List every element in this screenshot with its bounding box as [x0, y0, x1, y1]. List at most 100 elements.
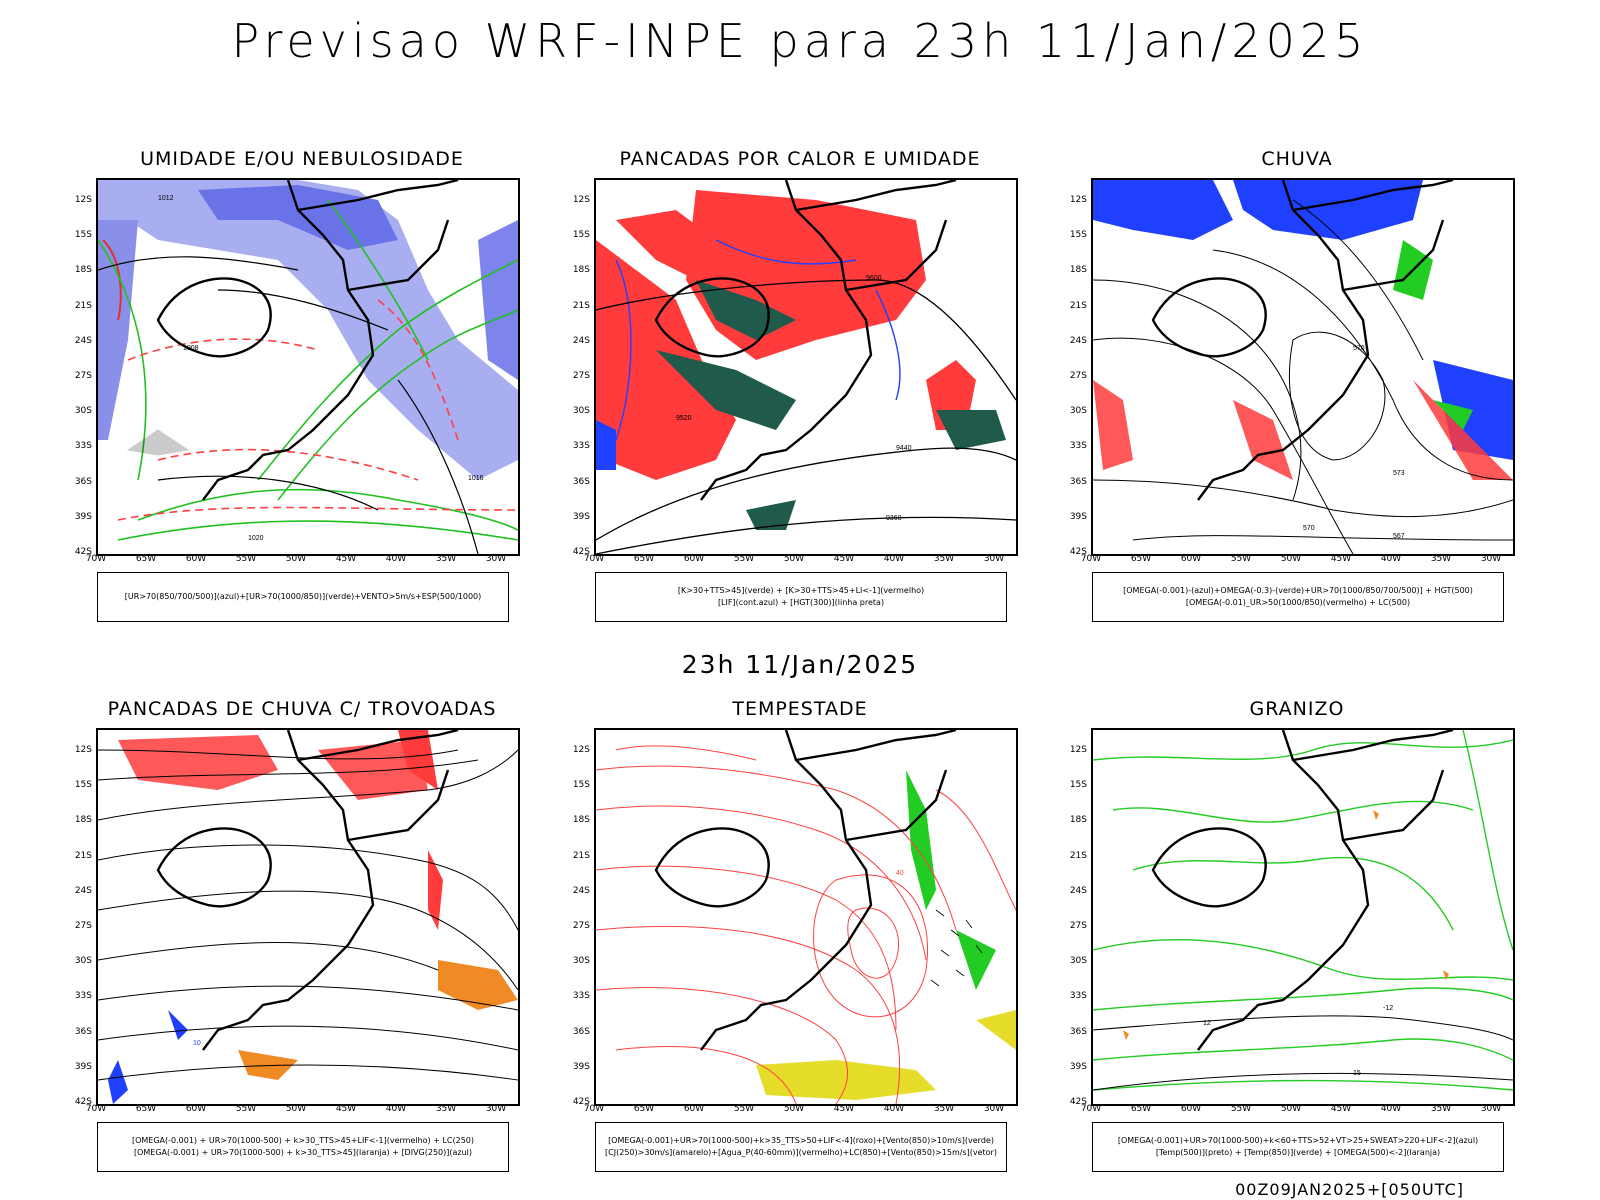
contour-label: 15 — [1353, 1070, 1361, 1077]
lon-tick-label: 55W — [235, 1104, 257, 1114]
lat-tick-label: 42S — [572, 1097, 590, 1107]
lon-tick-label: 70W — [1080, 1104, 1102, 1114]
map-area: 9600 9520 9440 9360 — [594, 178, 1018, 556]
lon-tick-label: 35W — [933, 554, 955, 564]
lon-tick-label: 45W — [1330, 554, 1352, 564]
lat-tick-label: 21S — [74, 850, 92, 861]
legend-line: [OMEGA(-0.001)+UR>70(1000-500)+k<60+TTS>… — [1117, 1136, 1479, 1145]
lat-tick-label: 36S — [572, 1026, 590, 1037]
panel-tempestade: TEMPESTADE 12S 15S 18S 21S 24S 27S 30S 33S 36S 39… — [560, 698, 1040, 1198]
contour-label: 576 — [1353, 345, 1365, 352]
lat-tick-label: 42S — [572, 547, 590, 557]
lat-tick-label: 39S — [572, 511, 590, 522]
lon-tick-label: 60W — [185, 1104, 207, 1114]
contour-label: 567 — [1393, 533, 1405, 540]
lat-axis: 12S 15S 18S 21S 24S 27S 30S 33S 36S 39S 42S — [62, 728, 94, 1107]
lat-tick-label: 24S — [1069, 885, 1087, 896]
lat-tick-label: 27S — [1069, 921, 1087, 931]
lon-tick-label: 50W — [783, 554, 805, 564]
lon-axis: 70W 65W 60W 55W 50W 45W 40W 35W 30W — [86, 1104, 520, 1118]
lat-axis: 12S 15S 18S 21S 24S 27S 30S 33S 36S 39S 42S — [560, 178, 592, 557]
lat-tick-label: 24S — [572, 335, 590, 346]
lon-tick-label: 30W — [1480, 554, 1502, 564]
contour-label: 9600 — [866, 275, 882, 282]
panel-chuva: CHUVA 12S 15S 18S 21S 24S 27S 30S 33S 36S 39S 42S — [1057, 148, 1537, 648]
lat-tick-label: 36S — [74, 1026, 92, 1037]
map-area: 1012 1008 1016 1020 — [96, 178, 520, 556]
lon-tick-label: 50W — [1280, 554, 1302, 564]
lon-tick-label: 40W — [385, 1104, 407, 1114]
lon-tick-label: 45W — [833, 554, 855, 564]
lon-tick-label: 30W — [485, 554, 507, 564]
lon-tick-label: 30W — [485, 1104, 507, 1114]
lat-tick-label: 39S — [1069, 511, 1087, 522]
valid-time-title: 23h 11/Jan/2025 — [681, 650, 919, 679]
lat-tick-label: 12S — [74, 745, 92, 755]
lon-tick-label: 60W — [683, 554, 705, 564]
panel-legend: [K>30+TTS>45](verde) + [K>30+TTS>45+LI<-… — [595, 572, 1007, 622]
lat-tick-label: 15S — [572, 780, 590, 791]
lat-tick-label: 27S — [572, 921, 590, 931]
main-title: Previsao WRF-INPE para 23h 11/Jan/2025 — [231, 14, 1369, 68]
lon-tick-label: 45W — [335, 1104, 357, 1114]
contour-label: -12 — [1383, 1005, 1393, 1012]
lat-tick-label: 18S — [572, 815, 590, 826]
legend-line: [OMEGA(-0.001) + UR>70(1000-500) + k>30_… — [133, 1148, 473, 1157]
lat-tick-label: 42S — [74, 547, 92, 557]
legend-line: [OMEGA(-0.001)+UR>70(1000-500)+k>35_TTS>… — [608, 1136, 994, 1145]
contour-label: 10 — [193, 1040, 201, 1047]
legend-line: [OMEGA(-0.001) + UR>70(1000-500) + k>30_… — [131, 1136, 475, 1145]
lon-tick-label: 40W — [1380, 1104, 1402, 1114]
panel-pancadas-trovoadas: PANCADAS DE CHUVA C/ TROVOADAS 12S 15S 18S… — [62, 698, 542, 1198]
panel-title: CHUVA — [1261, 148, 1333, 170]
lat-tick-label: 42S — [1069, 1097, 1087, 1107]
lat-tick-label: 30S — [1069, 406, 1087, 417]
lat-tick-label: 39S — [74, 1061, 92, 1072]
lon-tick-label: 60W — [1180, 554, 1202, 564]
lat-tick-label: 12S — [572, 195, 590, 205]
legend-line: [UR>70(850/700/500)](azul)+[UR>70(1000/8… — [124, 592, 482, 601]
lon-tick-label: 35W — [435, 1104, 457, 1114]
lat-tick-label: 18S — [1069, 265, 1087, 276]
panel-pancadas-calor: PANCADAS POR CALOR E UMIDADE 12S 15S 18S 21… — [560, 148, 1040, 648]
contour-label: 9520 — [676, 415, 692, 422]
lon-axis: 70W 65W 60W 55W 50W 45W 40W 35W 30W — [1081, 1104, 1515, 1118]
lon-tick-label: 65W — [135, 1104, 157, 1114]
lat-tick-label: 33S — [572, 441, 590, 452]
lat-tick-label: 21S — [1069, 300, 1087, 311]
lat-tick-label: 39S — [572, 1061, 590, 1072]
panel-granizo: GRANIZO 12S 15S 18S 21S 24S 27S 30S 33S 36S 39S 42… — [1057, 698, 1537, 1198]
lon-tick-label: 65W — [1130, 1104, 1152, 1114]
lon-tick-label: 40W — [1380, 554, 1402, 564]
lat-tick-label: 12S — [74, 195, 92, 205]
lat-tick-label: 12S — [1069, 745, 1087, 755]
lat-axis: 12S 15S 18S 21S 24S 27S 30S 33S 36S 39S 42S — [62, 178, 94, 557]
lat-tick-label: 36S — [74, 476, 92, 487]
lat-tick-label: 27S — [74, 921, 92, 931]
lat-tick-label: 27S — [1069, 371, 1087, 381]
lat-axis: 12S 15S 18S 21S 24S 27S 30S 33S 36S 39S 42S — [1057, 178, 1089, 557]
lat-tick-label: 18S — [572, 265, 590, 276]
legend-line: [CJ(250)>30m/s](amarelo)+[Agua_P(40-60mm… — [605, 1148, 997, 1157]
lat-tick-label: 21S — [572, 850, 590, 861]
lon-tick-label: 35W — [933, 1104, 955, 1114]
lat-tick-label: 21S — [1069, 850, 1087, 861]
lat-tick-label: 21S — [74, 300, 92, 311]
lat-tick-label: 15S — [1069, 780, 1087, 791]
lon-tick-label: 45W — [335, 554, 357, 564]
lat-tick-label: 12S — [1069, 195, 1087, 205]
lat-tick-label: 30S — [1069, 956, 1087, 967]
lat-tick-label: 12S — [572, 745, 590, 755]
lat-tick-label: 33S — [1069, 991, 1087, 1002]
lon-tick-label: 70W — [85, 1104, 107, 1114]
lon-tick-label: 30W — [1480, 1104, 1502, 1114]
lon-tick-label: 65W — [633, 554, 655, 564]
lat-axis: 12S 15S 18S 21S 24S 27S 30S 33S 36S 39S 42S — [560, 728, 592, 1107]
panel-legend: [OMEGA(-0.001) + UR>70(1000-500) + k>30_… — [97, 1122, 509, 1172]
lat-tick-label: 30S — [572, 406, 590, 417]
contour-label: 1012 — [158, 195, 174, 202]
lon-axis: 70W 65W 60W 55W 50W 45W 40W 35W 30W — [584, 1104, 1018, 1118]
lat-tick-label: 30S — [572, 956, 590, 967]
panel-title: GRANIZO — [1249, 698, 1345, 720]
lat-tick-label: 24S — [1069, 335, 1087, 346]
